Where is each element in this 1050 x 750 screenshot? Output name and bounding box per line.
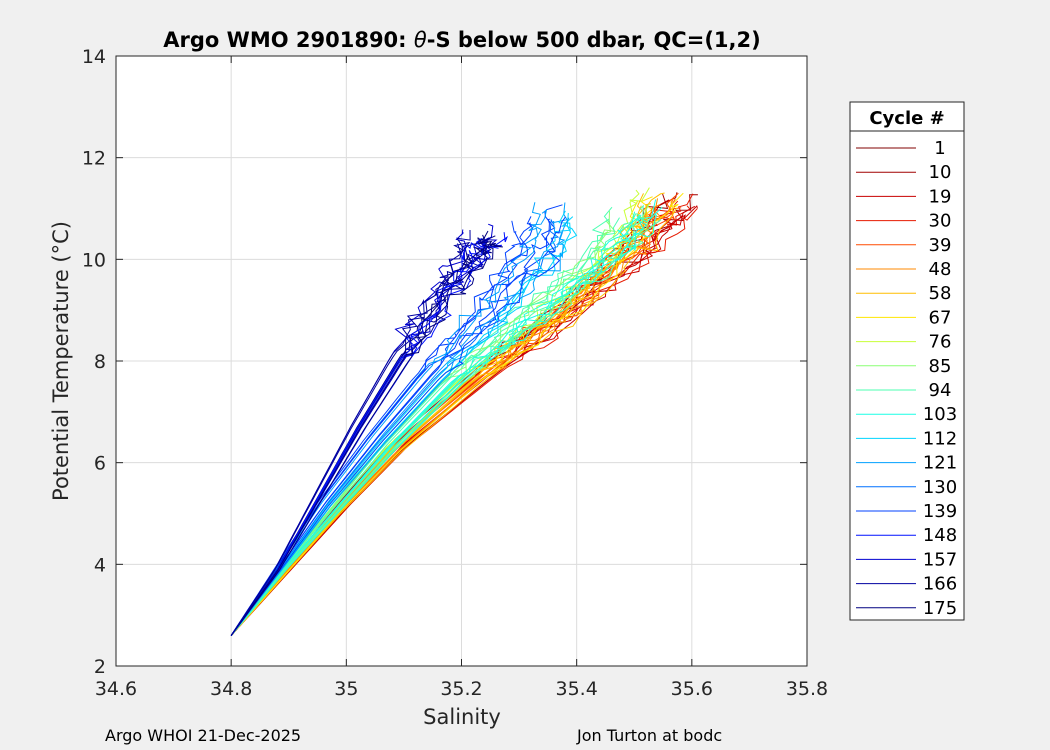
legend-entry-label: 58 — [929, 283, 952, 304]
legend-entry-label: 30 — [929, 211, 952, 232]
profile-line — [230, 211, 636, 636]
legend-entry-label: 103 — [923, 404, 957, 425]
y-tick-label: 4 — [94, 554, 106, 576]
x-axis-label: Salinity — [423, 705, 501, 729]
legend-entry-label: 130 — [923, 477, 957, 498]
legend-title: Cycle # — [869, 108, 944, 129]
legend-entry-label: 166 — [923, 574, 957, 595]
legend-entry-label: 85 — [929, 356, 952, 377]
y-tick-label: 14 — [82, 46, 106, 68]
legend-entry-label: 121 — [923, 453, 957, 474]
profile-line — [230, 216, 566, 636]
y-axis-label: Potential Temperature (°C) — [49, 221, 73, 501]
legend-entry-label: 139 — [923, 501, 957, 522]
title-theta: θ — [414, 28, 427, 52]
title-suffix: -S below 500 dbar, QC=(1,2) — [427, 28, 761, 52]
footer-left: Argo WHOI 21-Dec-2025 — [105, 726, 301, 745]
title-prefix: Argo WMO 2901890: — [163, 28, 414, 52]
legend-entry-label: 39 — [929, 235, 952, 256]
legend-entry-label: 94 — [929, 380, 952, 401]
profile-line — [230, 201, 678, 636]
legend-entry-label: 157 — [923, 549, 957, 570]
profile-line — [230, 217, 570, 636]
profile-line — [230, 235, 496, 636]
profile-line — [230, 192, 684, 636]
profile-line — [230, 242, 503, 636]
legend-entry-label: 76 — [929, 332, 952, 353]
x-tick-label: 34.6 — [95, 678, 137, 700]
legend-entry-label: 1 — [934, 138, 945, 159]
legend-entry-label: 148 — [923, 525, 957, 546]
y-tick-label: 8 — [94, 351, 106, 373]
y-tick-label: 10 — [82, 249, 106, 271]
y-ticks: 2 4 6 8 10 12 14 — [82, 46, 807, 678]
x-tick-label: 35.2 — [440, 678, 482, 700]
legend-entry-label: 10 — [929, 162, 952, 183]
footer-right: Jon Turton at bodc — [576, 726, 722, 745]
profile-line — [230, 204, 563, 636]
legend-entry-label: 19 — [929, 186, 952, 207]
profile-line — [230, 243, 463, 636]
legend-entry-label: 67 — [929, 307, 952, 328]
x-tick-label: 34.8 — [210, 678, 252, 700]
legend-box — [849, 101, 965, 621]
y-tick-label: 12 — [82, 148, 106, 170]
legend-entries: 1 10 19 30 39 48 58 67 76 85 94 103 112 121 130 139 148 1… — [856, 138, 957, 619]
legend-entry-label: 48 — [929, 259, 952, 280]
profile-line — [230, 213, 639, 636]
y-tick-label: 2 — [94, 656, 106, 678]
x-tick-label: 35.8 — [786, 678, 828, 700]
profile-line — [230, 216, 534, 636]
legend: Cycle # 1 10 19 30 39 48 58 67 76 85 94 103 112 121 13… — [849, 101, 965, 621]
profile-line — [230, 210, 571, 636]
x-ticks: 34.6 34.8 35 35.2 35.4 35.6 35.8 — [95, 56, 828, 700]
chart-title: Argo WMO 2901890: θ-S below 500 dbar, QC… — [163, 28, 760, 52]
x-tick-label: 35.4 — [556, 678, 598, 700]
x-tick-label: 35.6 — [671, 678, 713, 700]
legend-entry-label: 175 — [923, 598, 957, 619]
profile-line — [230, 213, 645, 636]
profile-lines — [230, 187, 698, 636]
x-tick-label: 35 — [334, 678, 358, 700]
y-tick-label: 6 — [94, 453, 106, 475]
profile-line — [230, 213, 657, 636]
legend-entry-label: 112 — [923, 428, 957, 449]
